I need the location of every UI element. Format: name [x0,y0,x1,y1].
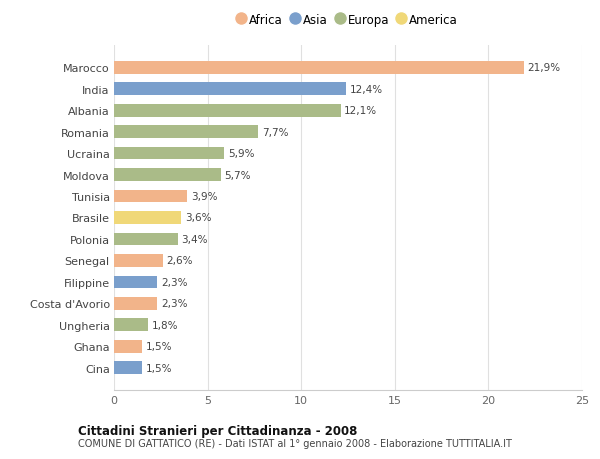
Bar [114,190,187,203]
Text: 5,7%: 5,7% [224,170,251,180]
Text: 12,1%: 12,1% [344,106,377,116]
Bar [114,83,346,96]
Bar [114,340,142,353]
Bar [114,233,178,246]
Bar [114,319,148,332]
Text: 1,8%: 1,8% [151,320,178,330]
Text: 3,9%: 3,9% [191,191,217,202]
Bar [114,362,142,375]
Bar [114,169,221,182]
Text: 2,6%: 2,6% [166,256,193,266]
Text: 12,4%: 12,4% [350,84,383,95]
Text: COMUNE DI GATTATICO (RE) - Dati ISTAT al 1° gennaio 2008 - Elaborazione TUTTITAL: COMUNE DI GATTATICO (RE) - Dati ISTAT al… [78,438,512,448]
Bar [114,126,258,139]
Text: 7,7%: 7,7% [262,127,289,137]
Bar [114,147,224,160]
Text: 5,9%: 5,9% [228,149,254,159]
Bar [114,276,157,289]
Text: 1,5%: 1,5% [146,341,172,352]
Text: Cittadini Stranieri per Cittadinanza - 2008: Cittadini Stranieri per Cittadinanza - 2… [78,424,358,437]
Bar [114,62,524,74]
Text: 3,4%: 3,4% [181,235,208,245]
Text: 3,6%: 3,6% [185,213,212,223]
Text: 1,5%: 1,5% [146,363,172,373]
Legend: Africa, Asia, Europa, America: Africa, Asia, Europa, America [235,11,461,30]
Bar [114,104,341,118]
Text: 21,9%: 21,9% [528,63,561,73]
Text: 2,3%: 2,3% [161,277,187,287]
Bar [114,254,163,267]
Text: 2,3%: 2,3% [161,299,187,309]
Bar [114,212,181,224]
Bar [114,297,157,310]
